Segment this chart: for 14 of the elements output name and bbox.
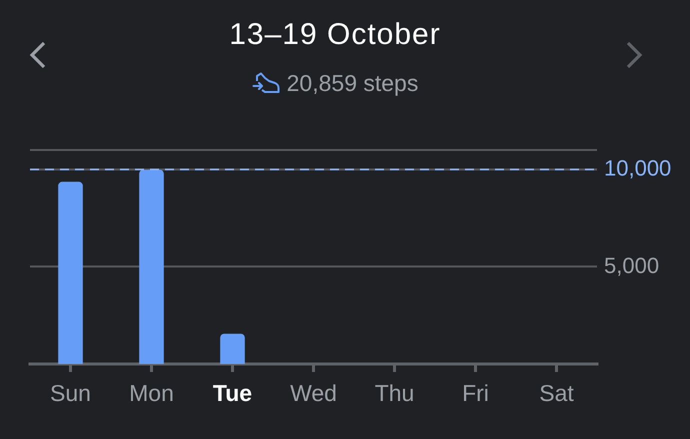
chart-title: 13–19 October [228,17,442,53]
bar [58,182,83,364]
x-tick-label: Sun [50,380,91,406]
bar [139,170,164,364]
x-tick-label: Wed [290,380,337,406]
x-tick-label: Sat [539,380,574,406]
y-tick-label: 5,000 [604,252,660,278]
x-tick-label: Fri [462,380,489,406]
x-tick-label: Tue [212,380,252,406]
y-tick-label: 10,000 [604,156,672,181]
bar [220,334,245,364]
x-tick-label: Thu [374,380,414,406]
x-tick-label: Mon [129,380,174,406]
chart-subtitle: 20,859 steps [286,69,418,98]
